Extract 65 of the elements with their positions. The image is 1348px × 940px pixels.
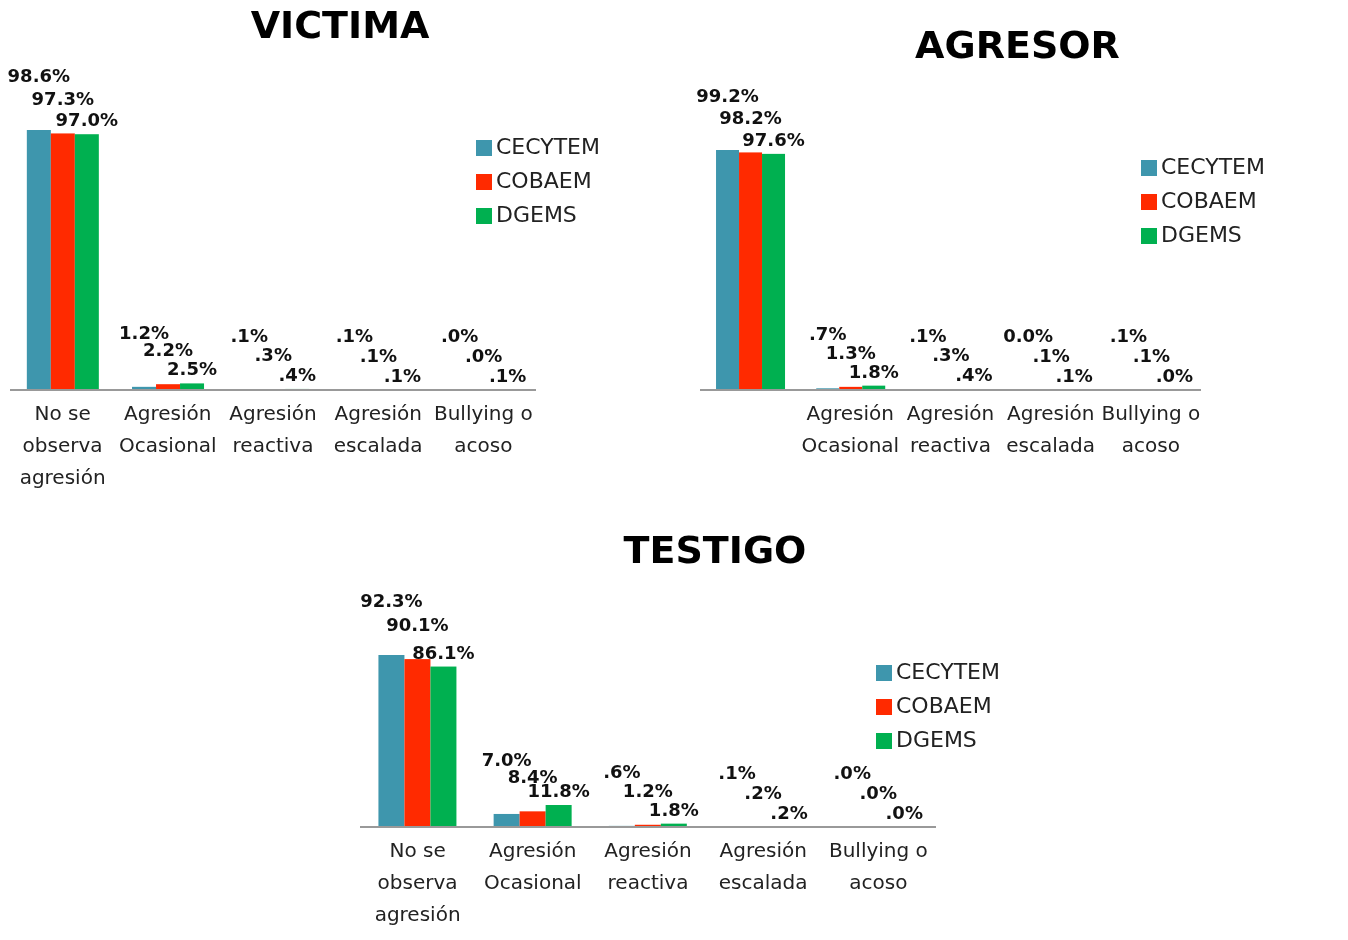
x-tick-label: Bullying o acoso: [1101, 401, 1201, 457]
x-tick-label: Bullying o acoso: [828, 838, 928, 894]
x-tick-label: Agresión escalada: [718, 838, 808, 894]
x-tick-label: Agresión escalada: [1006, 401, 1096, 457]
data-label: .1%: [359, 344, 398, 366]
data-label: .1%: [383, 364, 422, 386]
legend-label: COBAEM: [896, 693, 992, 718]
chart-title: VICTIMA: [249, 2, 431, 49]
data-label: 98.2%: [719, 107, 782, 129]
legend-label: COBAEM: [496, 168, 592, 193]
data-label: .0%: [440, 325, 479, 346]
data-label: 1.8%: [848, 360, 899, 382]
data-label: .1%: [909, 324, 947, 346]
data-label: .1%: [335, 324, 374, 346]
data-label: .3%: [932, 344, 970, 366]
data-label: 97.6%: [742, 128, 805, 150]
x-tick-label: Agresión escalada: [333, 401, 423, 457]
data-label: 1.2%: [622, 779, 673, 801]
x-tick-label: Agresión Ocasional: [118, 401, 217, 457]
chart-title: TESTIGO: [622, 527, 808, 574]
data-label: 90.1%: [386, 614, 449, 636]
data-label: .2%: [770, 801, 808, 823]
data-label: 98.6%: [7, 65, 71, 86]
data-label: .0%: [833, 762, 871, 783]
chart-title: AGRESOR: [914, 22, 1121, 69]
data-label: 97.3%: [31, 88, 95, 110]
data-label: .0%: [1155, 365, 1194, 386]
data-label: .1%: [1055, 364, 1093, 386]
x-tick-label: Agresión reactiva: [906, 401, 995, 457]
data-label: .3%: [254, 344, 292, 366]
legend-label: DGEMS: [496, 202, 577, 227]
data-label: .0%: [859, 782, 897, 803]
data-label: .4%: [278, 363, 316, 385]
data-label: .1%: [718, 761, 756, 783]
x-tick-label: Agresión Ocasional: [483, 838, 582, 894]
data-label: 92.3%: [360, 590, 423, 611]
x-tick-label: Bullying o acoso: [433, 401, 533, 457]
data-label: 97.0%: [55, 109, 119, 131]
data-label: 7.0%: [481, 748, 532, 770]
legend-label: DGEMS: [896, 727, 977, 752]
x-tick-label: Agresión reactiva: [604, 838, 692, 894]
data-label: .1%: [488, 364, 527, 386]
x-tick-label: No se observa agresión: [19, 401, 106, 489]
data-label: 1.8%: [648, 798, 699, 820]
legend-label: CECYTEM: [496, 134, 600, 159]
legend-label: CECYTEM: [1161, 154, 1265, 179]
legend-label: DGEMS: [1161, 222, 1242, 247]
data-label: 2.5%: [167, 358, 217, 380]
data-label: .1%: [1132, 344, 1171, 366]
data-label: .0%: [885, 802, 923, 823]
data-label: .2%: [744, 781, 782, 803]
data-label: 99.2%: [696, 85, 759, 106]
data-label: .4%: [955, 364, 993, 386]
data-label: 0.0%: [1003, 325, 1054, 346]
data-label: .6%: [603, 760, 641, 782]
data-label: .1%: [1032, 344, 1070, 366]
legend-label: COBAEM: [1161, 188, 1257, 213]
x-tick-label: Agresión Ocasional: [801, 401, 900, 457]
data-label: .0%: [464, 345, 503, 366]
x-tick-label: No se observa agresión: [374, 838, 461, 926]
data-label: .1%: [1109, 324, 1148, 346]
data-label: .1%: [230, 324, 268, 346]
x-tick-label: Agresión reactiva: [229, 401, 317, 457]
legend-label: CECYTEM: [896, 659, 1000, 684]
data-label: 86.1%: [412, 641, 475, 663]
